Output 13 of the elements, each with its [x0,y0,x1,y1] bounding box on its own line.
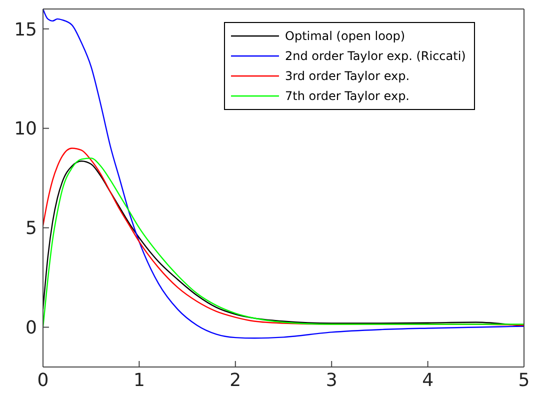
x-tick-label: 5 [518,370,530,391]
x-tick-label: 1 [133,370,145,391]
x-tick-label: 4 [422,370,434,391]
y-tick-label: 15 [14,19,37,40]
x-tick-label: 3 [326,370,338,391]
y-tick-label: 5 [26,218,37,240]
legend-label: 2nd order Taylor exp. (Riccati) [285,49,466,63]
legend-label: 7th order Taylor exp. [285,89,410,103]
legend-label: Optimal (open loop) [285,29,406,43]
x-tick-label: 2 [230,370,242,391]
y-tick-label: 10 [14,118,37,140]
legend-label: 3rd order Taylor exp. [285,69,410,83]
y-tick-label: 0 [26,318,37,339]
